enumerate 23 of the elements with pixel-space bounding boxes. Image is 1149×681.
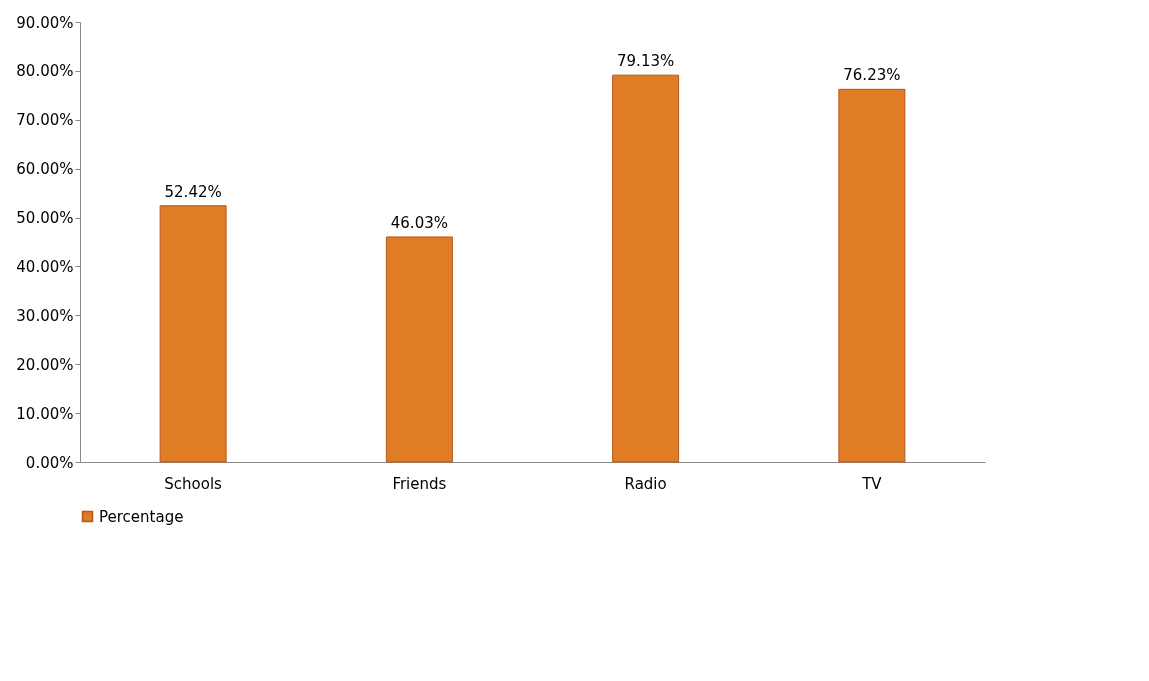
y-tick-label: 70.00% [16, 111, 74, 130]
y-tick-label: 20.00% [16, 355, 74, 374]
data-label: 76.23% [843, 66, 901, 85]
x-tick-label: TV [861, 474, 883, 493]
y-tick-label: 90.00% [16, 13, 74, 32]
y-tick-label: 60.00% [16, 160, 74, 179]
data-label: 46.03% [390, 213, 448, 232]
y-tick-label: 50.00% [16, 209, 74, 228]
data-label: 52.42% [164, 182, 222, 201]
y-tick-label: 80.00% [16, 62, 74, 81]
y-tick-label: 40.00% [16, 257, 74, 276]
y-tick-label: 30.00% [16, 306, 74, 325]
bar [159, 205, 227, 463]
y-tick-label: 0.00% [25, 453, 74, 472]
bar [385, 236, 453, 463]
legend-label: Percentage [99, 507, 184, 526]
x-tick-label: Friends [392, 474, 447, 493]
y-tick-label: 10.00% [16, 404, 74, 423]
data-label: 79.13% [617, 52, 675, 71]
bar [612, 74, 680, 463]
x-tick-label: Schools [164, 474, 223, 493]
bar [838, 88, 906, 463]
x-tick-label: Radio [624, 474, 667, 493]
